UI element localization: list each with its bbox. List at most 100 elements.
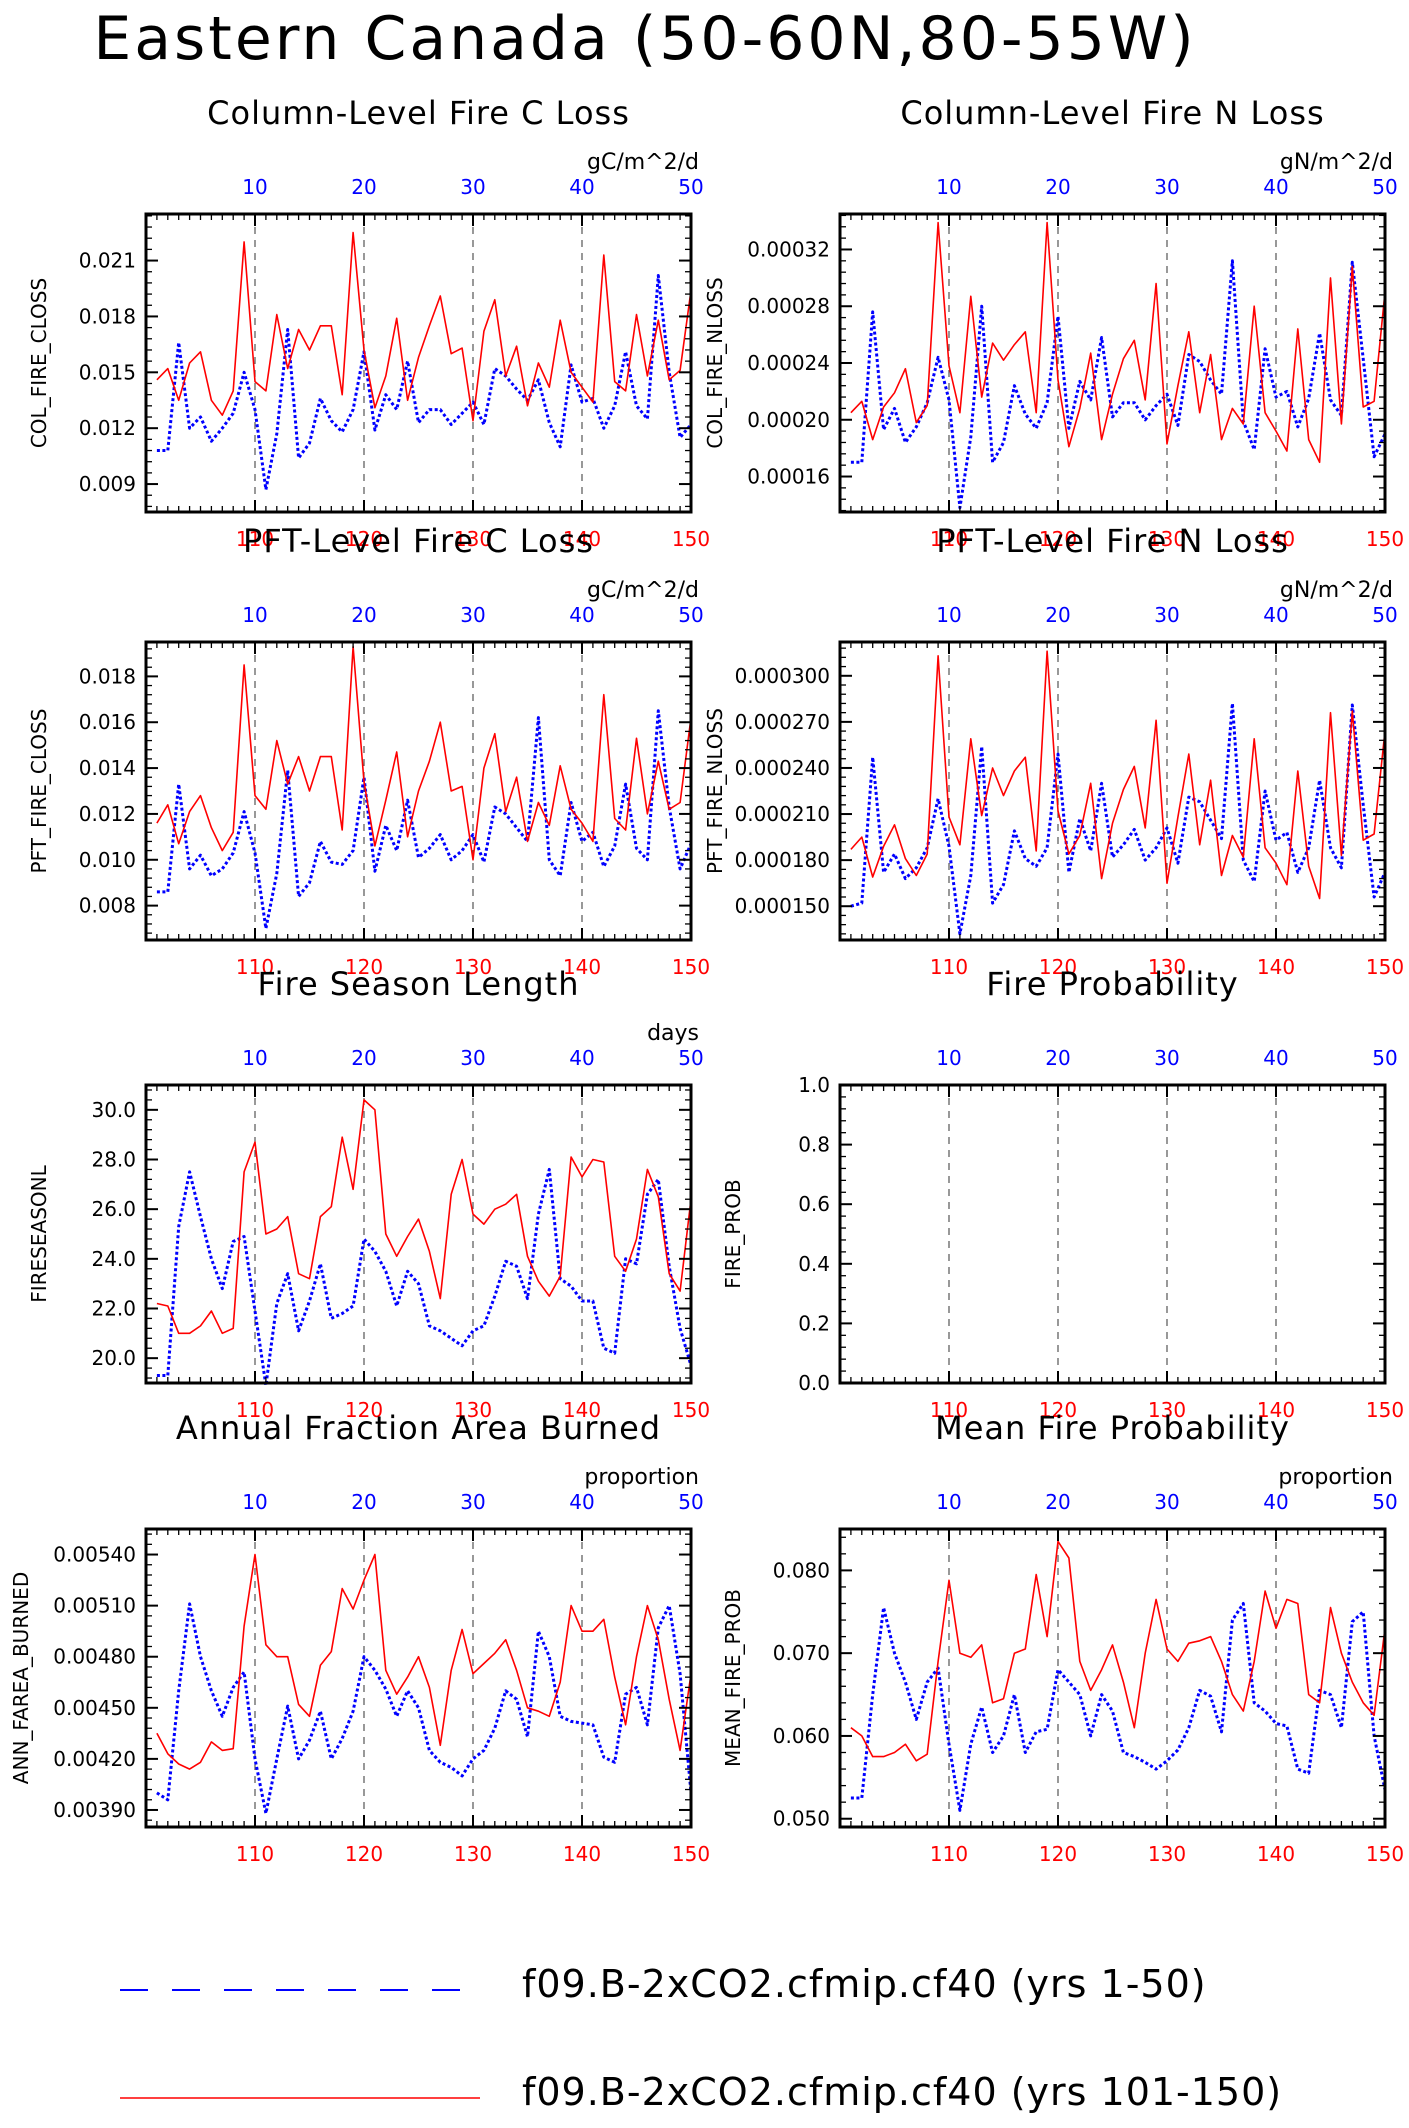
legend-label-series-b: f09.B-2xCO2.cfmip.cf40 (yrs 101-150) [522, 2070, 1282, 2114]
y-tick-label: 0.021 [79, 249, 136, 273]
x-top-tick-label: 50 [1372, 175, 1397, 199]
y-tick-label: 0.00540 [53, 1543, 136, 1567]
x-bottom-tick-label: 140 [1257, 955, 1295, 979]
y-tick-label: 0.000270 [735, 710, 830, 734]
x-bottom-tick-label: 110 [930, 955, 968, 979]
x-top-tick-label: 10 [936, 603, 961, 627]
x-top-tick-label: 40 [1263, 603, 1288, 627]
y-tick-label: 30.0 [91, 1098, 136, 1122]
series-line-yrs-101-150 [157, 1100, 691, 1333]
y-tick-label: 0.050 [773, 1807, 830, 1831]
x-top-tick-label: 40 [569, 603, 594, 627]
plot-frame [840, 1085, 1385, 1383]
y-tick-label: 0.010 [79, 848, 136, 872]
legend-swatch-dashed [120, 1980, 480, 2000]
x-top-tick-label: 30 [1154, 175, 1179, 199]
chart-title: PFT-Level Fire C Loss [243, 522, 594, 560]
y-axis-label: COL_FIRE_CLOSS [27, 278, 51, 448]
y-tick-label: 0.015 [79, 360, 136, 384]
x-bottom-tick-label: 130 [454, 1842, 492, 1866]
plot-frame [840, 642, 1385, 940]
x-bottom-tick-label: 150 [1366, 1398, 1404, 1422]
x-bottom-tick-label: 150 [672, 527, 710, 551]
units-label: proportion [1278, 1465, 1393, 1490]
series-line-yrs-101-150 [851, 223, 1385, 463]
x-top-tick-label: 30 [1154, 603, 1179, 627]
series-line-yrs-1-50 [851, 261, 1385, 508]
y-axis-label: FIRE_PROB [721, 1179, 745, 1288]
series-line-yrs-1-50 [851, 1604, 1385, 1811]
x-bottom-tick-label: 150 [672, 955, 710, 979]
chart-panel-7: Annual Fraction Area Burnedproportion110… [9, 1409, 710, 1866]
x-top-tick-label: 10 [242, 1046, 267, 1070]
y-tick-label: 0.016 [79, 710, 136, 734]
x-top-tick-label: 30 [460, 175, 485, 199]
chart-title: Fire Probability [986, 965, 1238, 1003]
x-bottom-tick-label: 150 [1366, 527, 1404, 551]
x-top-tick-label: 20 [1045, 603, 1070, 627]
x-top-tick-label: 10 [936, 175, 961, 199]
series-line-yrs-101-150 [851, 651, 1385, 898]
x-top-tick-label: 20 [1045, 1490, 1070, 1514]
x-top-tick-label: 30 [460, 603, 485, 627]
series-line-yrs-1-50 [157, 276, 691, 490]
y-tick-label: 0.080 [773, 1558, 830, 1582]
legend-item-series-a: f09.B-2xCO2.cfmip.cf40 (yrs 1-50) [0, 1960, 1409, 2020]
y-tick-label: 28.0 [91, 1148, 136, 1172]
y-axis-label: ANN_FAREA_BURNED [9, 1572, 33, 1784]
x-top-tick-label: 50 [1372, 1490, 1397, 1514]
units-label: days [647, 1021, 699, 1046]
y-tick-label: 0.00510 [53, 1594, 136, 1618]
y-tick-label: 0.000300 [735, 664, 830, 688]
x-bottom-tick-label: 150 [672, 1842, 710, 1866]
legend-label-series-a: f09.B-2xCO2.cfmip.cf40 (yrs 1-50) [522, 1962, 1207, 2006]
chart-title: Fire Season Length [258, 965, 580, 1003]
y-tick-label: 0.00024 [747, 351, 830, 375]
y-tick-label: 0.8 [798, 1133, 830, 1157]
chart-title: Column-Level Fire N Loss [900, 94, 1324, 132]
legend-swatch-solid [120, 2088, 480, 2108]
y-tick-label: 0.018 [79, 664, 136, 688]
x-bottom-tick-label: 140 [1257, 1842, 1295, 1866]
x-top-tick-label: 50 [1372, 603, 1397, 627]
x-top-tick-label: 20 [1045, 1046, 1070, 1070]
x-top-tick-label: 10 [936, 1490, 961, 1514]
chart-title: Column-Level Fire C Loss [207, 94, 630, 132]
y-tick-label: 0.012 [79, 802, 136, 826]
y-tick-label: 1.0 [798, 1073, 830, 1097]
x-bottom-tick-label: 110 [930, 1842, 968, 1866]
y-tick-label: 0.00480 [53, 1645, 136, 1669]
series-line-yrs-101-150 [157, 647, 691, 860]
y-axis-label: COL_FIRE_NLOSS [703, 277, 727, 448]
series-line-yrs-1-50 [157, 711, 691, 929]
x-top-tick-label: 10 [242, 175, 267, 199]
plot-frame [840, 214, 1385, 512]
x-top-tick-label: 50 [678, 1490, 703, 1514]
x-bottom-tick-label: 120 [345, 1842, 383, 1866]
x-top-tick-label: 50 [678, 603, 703, 627]
x-top-tick-label: 10 [242, 603, 267, 627]
x-top-tick-label: 50 [678, 1046, 703, 1070]
y-tick-label: 0.012 [79, 416, 136, 440]
x-bottom-tick-label: 110 [236, 1842, 274, 1866]
x-top-tick-label: 40 [1263, 1490, 1288, 1514]
y-tick-label: 0.008 [79, 894, 136, 918]
series-line-yrs-101-150 [851, 1541, 1385, 1760]
series-line-yrs-1-50 [851, 703, 1385, 934]
y-tick-label: 0.00420 [53, 1747, 136, 1771]
y-axis-label: MEAN_FIRE_PROB [721, 1589, 745, 1767]
y-tick-label: 0.014 [79, 756, 136, 780]
chart-title: PFT-Level Fire N Loss [936, 522, 1289, 560]
y-tick-label: 20.0 [91, 1346, 136, 1370]
x-top-tick-label: 40 [569, 1490, 594, 1514]
y-tick-label: 0.00020 [747, 408, 830, 432]
y-axis-label: FIRESEASONL [27, 1164, 51, 1302]
series-line-yrs-101-150 [157, 233, 691, 421]
plot-frame [146, 1085, 691, 1383]
units-label: gC/m^2/d [587, 150, 699, 175]
